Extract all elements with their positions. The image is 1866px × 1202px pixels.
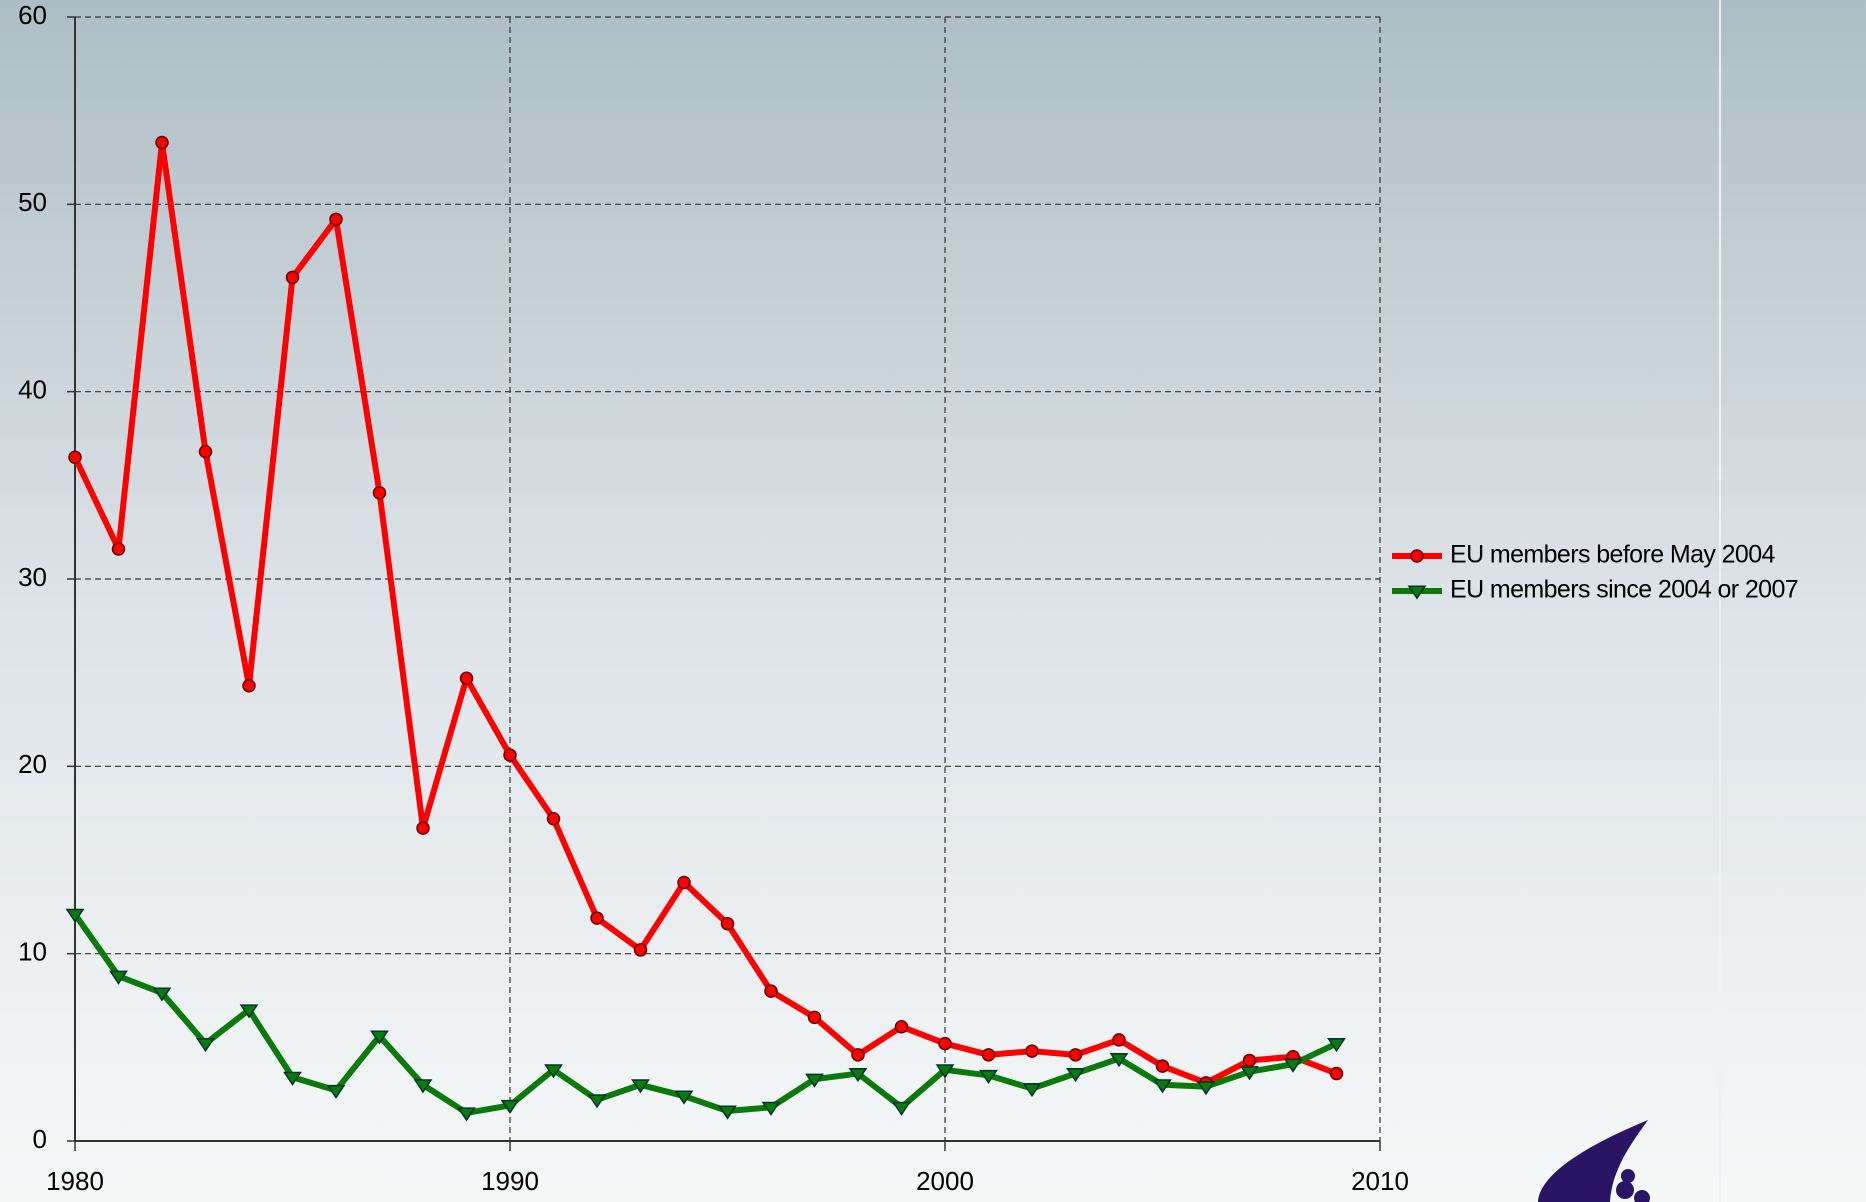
y-tick-label: 40: [18, 375, 47, 405]
point: [416, 821, 430, 835]
point: [111, 542, 126, 556]
point: [242, 679, 256, 693]
point: [457, 1107, 476, 1122]
point: [1022, 1083, 1042, 1098]
point: [68, 450, 82, 464]
point: [544, 1064, 563, 1079]
point: [807, 1010, 822, 1025]
point: [500, 1099, 520, 1114]
point: [1196, 1081, 1216, 1096]
legend-label: EU members since 2004 or 2007: [1450, 576, 1798, 604]
point: [674, 1090, 694, 1105]
point: [1153, 1079, 1172, 1094]
point: [1283, 1058, 1303, 1073]
point: [1025, 1044, 1039, 1058]
point: [1109, 1053, 1129, 1068]
point: [370, 1030, 389, 1045]
point: [196, 1038, 215, 1053]
point: [372, 486, 387, 500]
point: [633, 943, 648, 957]
x-tick-label: 2010: [1351, 1166, 1409, 1196]
legend-marker: [1407, 585, 1427, 600]
point: [239, 1004, 259, 1019]
x-tick-label: 1990: [481, 1166, 539, 1196]
point: [981, 1048, 996, 1062]
legend-marker: [1410, 549, 1424, 563]
point: [1066, 1068, 1085, 1083]
point: [109, 970, 128, 985]
point: [326, 1084, 346, 1099]
point: [503, 748, 517, 762]
y-tick-label: 60: [18, 0, 47, 30]
point: [935, 1064, 955, 1079]
point: [413, 1079, 433, 1094]
point: [938, 1036, 952, 1051]
point: [283, 1071, 302, 1086]
point: [1327, 1038, 1346, 1053]
y-tick-label: 30: [18, 562, 47, 592]
point: [761, 1101, 781, 1116]
x-tick-label: 1980: [46, 1166, 104, 1196]
point: [979, 1069, 998, 1084]
point: [1329, 1066, 1344, 1081]
point: [851, 1048, 865, 1062]
point: [459, 671, 474, 686]
y-tick-label: 20: [18, 749, 47, 779]
point: [718, 1105, 737, 1120]
point: [329, 212, 343, 227]
point: [152, 987, 172, 1002]
point: [546, 812, 561, 826]
point: [677, 875, 691, 890]
point: [1112, 1033, 1126, 1047]
point: [155, 135, 169, 150]
y-tick-label: 10: [18, 937, 47, 967]
point: [848, 1068, 868, 1083]
point: [764, 984, 778, 998]
point: [285, 270, 300, 285]
legend-label: EU members before May 2004: [1450, 541, 1776, 569]
y-tick-label: 0: [33, 1124, 47, 1154]
series-line: [72, 139, 1338, 1086]
point: [631, 1079, 650, 1094]
point: [1155, 1059, 1170, 1073]
logo: [1538, 1120, 1650, 1202]
point: [805, 1073, 824, 1088]
point: [1240, 1066, 1259, 1081]
point: [892, 1101, 911, 1116]
y-tick-label: 50: [18, 187, 47, 217]
x-tick-label: 2000: [916, 1166, 974, 1196]
point: [198, 444, 213, 459]
point: [720, 916, 735, 931]
point: [587, 1094, 607, 1109]
point: [590, 911, 604, 925]
point: [1242, 1053, 1257, 1068]
point: [894, 1019, 909, 1034]
series-line: [72, 912, 1338, 1116]
point: [1068, 1048, 1083, 1062]
point: [65, 908, 85, 923]
